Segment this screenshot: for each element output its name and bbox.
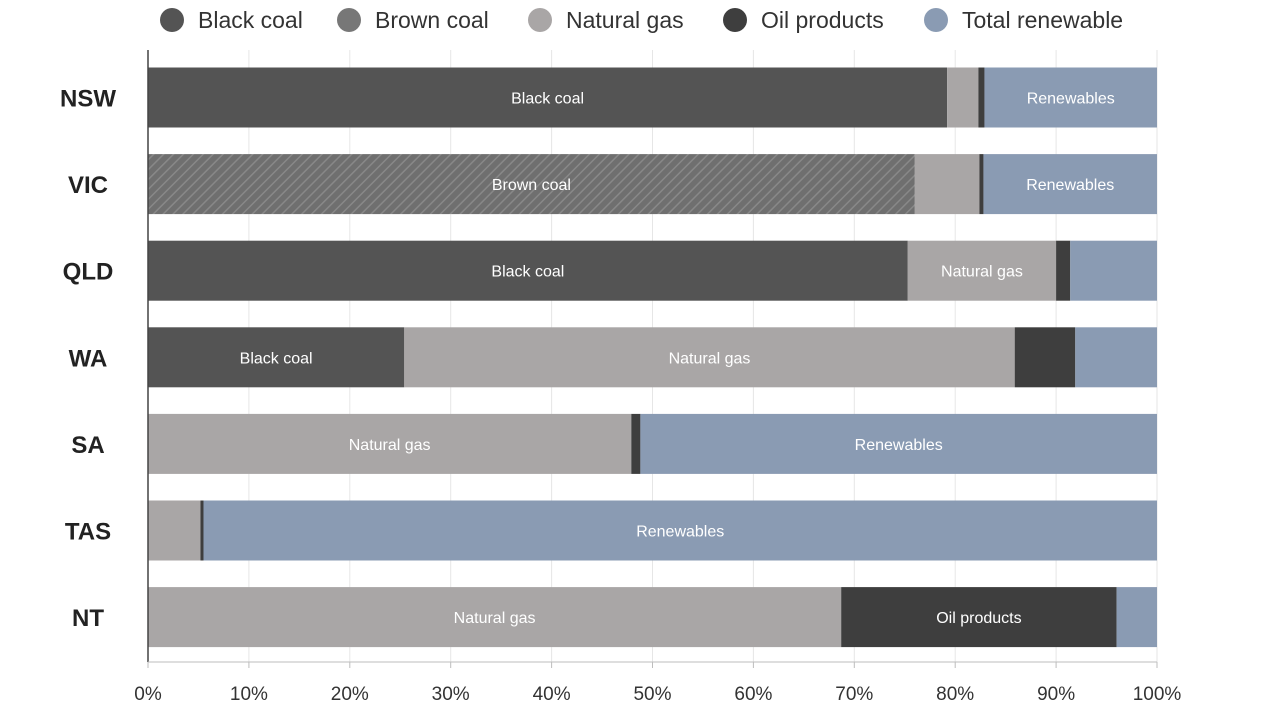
data-label: Natural gas	[669, 350, 751, 367]
data-label: Renewables	[1027, 91, 1115, 108]
data-label: Renewables	[636, 524, 724, 541]
category-label-qld: QLD	[63, 259, 114, 286]
category-label-tas: TAS	[65, 519, 111, 546]
bar-tas-total-renewable	[203, 500, 1157, 561]
bar-nsw-natural-gas	[947, 67, 979, 128]
legend-marker-brown-coal	[337, 8, 361, 32]
bar-nt-oil-products	[841, 587, 1117, 648]
bar-wa-natural-gas	[404, 327, 1015, 388]
bar-qld-total-renewable	[1070, 240, 1157, 301]
category-label-vic: VIC	[68, 172, 108, 199]
x-tick-label: 30%	[432, 684, 470, 705]
bar-wa-black-coal	[148, 327, 405, 388]
bar-wa-total-renewable	[1075, 327, 1157, 388]
data-label: Oil products	[936, 610, 1021, 627]
bar-qld-oil-products	[1056, 240, 1071, 301]
bar-nt-natural-gas	[148, 587, 842, 648]
legend-label: Natural gas	[566, 7, 684, 33]
x-tick-label: 80%	[936, 684, 974, 705]
x-tick-label: 20%	[331, 684, 369, 705]
bar-vic-natural-gas	[914, 154, 980, 215]
legend-label: Total renewable	[962, 7, 1123, 33]
legend-label: Oil products	[761, 7, 884, 33]
bar-vic-total-renewable	[983, 154, 1157, 215]
category-label-sa: SA	[71, 432, 104, 459]
data-label: Black coal	[511, 91, 584, 108]
data-label: Brown coal	[492, 177, 571, 194]
x-tick-label: 100%	[1133, 684, 1182, 705]
category-label-nt: NT	[72, 605, 104, 632]
bar-qld-natural-gas	[907, 240, 1057, 301]
bar-tas-natural-gas	[148, 500, 201, 561]
bar-vic-oil-products	[979, 154, 984, 215]
legend-label: Brown coal	[375, 7, 489, 33]
bar-nsw-black-coal	[148, 67, 948, 128]
x-tick-label: 60%	[734, 684, 772, 705]
data-label: Natural gas	[349, 437, 431, 454]
legend: Black coal Brown coal Natural gas Oil produ…	[160, 7, 1123, 33]
bar-vic-brown-coal	[148, 154, 915, 215]
x-tick-label: 90%	[1037, 684, 1075, 705]
legend-marker-natural-gas	[528, 8, 552, 32]
bar-tas-oil-products	[200, 500, 204, 561]
bar-nsw-total-renewable	[984, 67, 1157, 128]
bar-nt-total-renewable	[1116, 587, 1157, 648]
x-tick-label: 40%	[533, 684, 571, 705]
bar-sa-natural-gas	[148, 413, 632, 474]
x-tick-label: 10%	[230, 684, 268, 705]
bar-sa-total-renewable	[640, 413, 1157, 474]
legend-marker-black-coal	[160, 8, 184, 32]
category-label-nsw: NSW	[60, 86, 116, 113]
bar-qld-black-coal	[148, 240, 908, 301]
data-label: Renewables	[855, 437, 943, 454]
data-label: Black coal	[491, 264, 564, 281]
bars: Black coal Renewables Brown coal Renewables…	[148, 67, 1157, 648]
x-tick-label: 0%	[134, 684, 162, 705]
x-tick-label: 70%	[835, 684, 873, 705]
category-label-wa: WA	[69, 345, 108, 372]
legend-marker-total-renewable	[924, 8, 948, 32]
data-label: Black coal	[240, 350, 313, 367]
data-label: Natural gas	[941, 264, 1023, 281]
legend-label: Black coal	[198, 7, 303, 33]
data-label: Natural gas	[454, 610, 536, 627]
axes: 0% 10% 20% 30% 40% 50% 60% 70% 80% 90% 100% NSW VIC Q…	[60, 50, 1181, 705]
x-tick-label: 50%	[633, 684, 671, 705]
bar-sa-oil-products	[631, 413, 641, 474]
bar-nsw-oil-products	[978, 67, 985, 128]
legend-marker-oil-products	[723, 8, 747, 32]
data-label: Renewables	[1026, 177, 1114, 194]
bar-wa-oil-products	[1014, 327, 1076, 388]
